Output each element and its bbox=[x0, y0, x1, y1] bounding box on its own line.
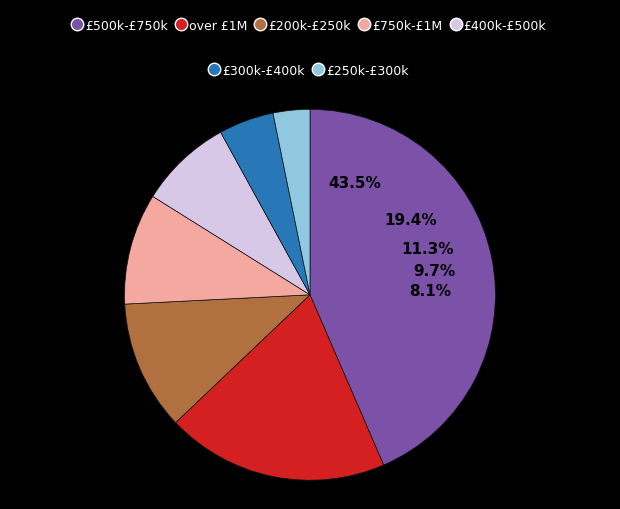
Text: 9.7%: 9.7% bbox=[413, 264, 455, 279]
Wedge shape bbox=[153, 133, 310, 295]
Text: 43.5%: 43.5% bbox=[329, 176, 381, 191]
Wedge shape bbox=[221, 114, 310, 295]
Text: 8.1%: 8.1% bbox=[409, 284, 451, 298]
Wedge shape bbox=[125, 295, 310, 423]
Text: 11.3%: 11.3% bbox=[401, 242, 454, 257]
Wedge shape bbox=[273, 110, 310, 295]
Text: 19.4%: 19.4% bbox=[384, 212, 437, 228]
Wedge shape bbox=[125, 197, 310, 304]
Legend: £300k-£400k, £250k-£300k: £300k-£400k, £250k-£300k bbox=[208, 61, 412, 81]
Wedge shape bbox=[175, 295, 384, 480]
Wedge shape bbox=[310, 110, 495, 465]
